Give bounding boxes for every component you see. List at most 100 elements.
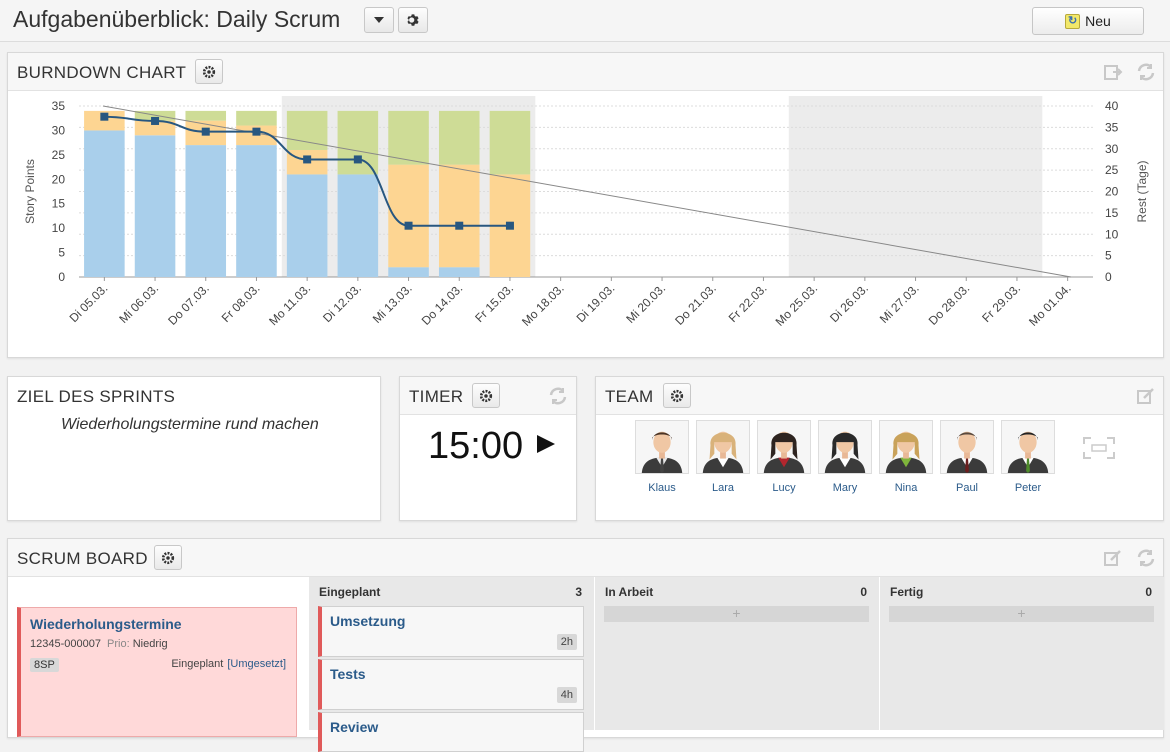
bar-segment (185, 110, 227, 121)
refresh-icon[interactable] (1136, 63, 1156, 81)
avatar[interactable] (940, 420, 994, 474)
add-task-button[interactable]: + (604, 606, 869, 622)
line-point (252, 127, 261, 136)
task-hours: 4h (556, 687, 577, 703)
task-card[interactable]: Umsetzung 2h (318, 606, 584, 657)
task-title[interactable]: Review (330, 719, 379, 735)
x-tick-label: Do 28.03. (926, 281, 973, 328)
x-tick-label: Mo 25.03. (773, 281, 821, 329)
timer-panel: TIMER 15:00 (399, 376, 577, 521)
page-title: Aufgabenüberblick: Daily Scrum (13, 6, 341, 32)
x-tick-label: Di 05.03. (67, 281, 111, 325)
bar-segment (134, 120, 176, 136)
bar-segment (286, 110, 328, 150)
task-hours: 2h (556, 634, 577, 650)
team-member[interactable]: Paul (940, 420, 994, 494)
y2-tick-label: 25 (1105, 163, 1119, 177)
new-button-label: Neu (1085, 13, 1111, 29)
team-member[interactable]: Mary (818, 420, 872, 494)
team-member-name[interactable]: Paul (955, 482, 979, 494)
y2-tick-label: 30 (1105, 142, 1119, 156)
story-prio-label: Prio: (107, 638, 130, 650)
avatar[interactable] (879, 420, 933, 474)
team-member-name[interactable]: Mary (832, 482, 858, 494)
column-fertig: Fertig 0 + (880, 577, 1164, 730)
x-tick-label: Mo 11.03. (266, 281, 313, 328)
edit-icon[interactable] (1136, 387, 1156, 405)
bar-segment (84, 130, 125, 277)
add-task-button[interactable]: + (889, 606, 1154, 622)
y2-tick-label: 5 (1105, 249, 1112, 263)
refresh-icon[interactable] (548, 387, 568, 405)
team-member[interactable]: Klaus (635, 420, 689, 494)
y-tick-label: 20 (52, 172, 66, 186)
bar-segment (438, 164, 480, 268)
burndown-header: BURNDOWN CHART (8, 53, 1163, 91)
team-member[interactable]: Nina (879, 420, 933, 494)
timer-settings-button[interactable] (472, 383, 500, 408)
column-header: Eingeplant 3 (309, 577, 594, 605)
top-bar: Aufgabenüberblick: Daily Scrum ↻ Neu (0, 0, 1170, 42)
play-icon[interactable] (537, 435, 555, 453)
column-count: 0 (860, 585, 867, 599)
column-in-arbeit: In Arbeit 0 + (595, 577, 879, 730)
task-card[interactable]: Tests 4h (318, 659, 584, 710)
x-tick-label: Mi 06.03. (116, 281, 161, 326)
board-settings-button[interactable] (154, 545, 182, 570)
edit-icon[interactable] (1103, 549, 1123, 567)
team-member[interactable]: Lara (696, 420, 750, 494)
dropdown-button[interactable] (364, 7, 394, 33)
refresh-icon[interactable] (1136, 549, 1156, 567)
team-member-name[interactable]: Lucy (772, 482, 796, 494)
team-member-name[interactable]: Klaus (648, 482, 676, 494)
new-icon: ↻ (1065, 13, 1081, 29)
export-icon[interactable] (1103, 63, 1123, 81)
burndown-settings-button[interactable] (195, 59, 223, 84)
x-tick-label: Do 14.03. (419, 281, 466, 328)
avatar[interactable] (696, 420, 750, 474)
team-member[interactable]: Lucy (757, 420, 811, 494)
line-point (151, 116, 160, 125)
story-card[interactable]: Wiederholungstermine 12345-000007 Prio: … (17, 607, 297, 737)
column-eingeplant: Eingeplant 3 Umsetzung 2h Tests 4h Revie… (309, 577, 594, 752)
bar-segment (337, 110, 379, 175)
x-tick-label: Mi 13.03. (370, 281, 415, 326)
team-member-name[interactable]: Peter (1014, 482, 1042, 494)
new-button[interactable]: ↻ Neu (1032, 7, 1144, 35)
bar-segment (134, 110, 176, 121)
avatar[interactable] (1001, 420, 1055, 474)
line-point (404, 221, 413, 230)
team-member-name[interactable]: Nina (894, 482, 918, 494)
task-title[interactable]: Tests (330, 666, 366, 682)
sprint-goal-title: ZIEL DES SPRINTS (17, 387, 176, 406)
timer-value: 15:00 (428, 425, 524, 467)
team-member[interactable]: Peter (1001, 420, 1055, 494)
team-header: TEAM (596, 377, 1163, 415)
avatar[interactable] (635, 420, 689, 474)
fullscreen-icon[interactable] (1083, 437, 1115, 459)
x-tick-label: Di 12.03. (320, 281, 364, 325)
task-title[interactable]: Umsetzung (330, 613, 406, 629)
x-tick-label: Mi 27.03. (877, 281, 922, 326)
settings-button[interactable] (398, 7, 428, 33)
story-prio: Niedrig (132, 638, 168, 650)
line-point (455, 221, 464, 230)
y2-tick-label: 40 (1105, 99, 1119, 113)
y-tick-label: 0 (58, 270, 65, 284)
column-count: 3 (575, 585, 582, 599)
sprint-goal-text: Wiederholungstermine rund machen (61, 416, 319, 433)
team-settings-button[interactable] (663, 383, 691, 408)
avatar[interactable] (757, 420, 811, 474)
burndown-panel: BURNDOWN CHART 0 5 10 15 20 25 30 35 40 0 5 10 15 20 2… (7, 52, 1164, 358)
y-tick-label: 15 (52, 197, 66, 211)
ideal-line (102, 105, 1072, 278)
x-tick-label: Do 07.03. (165, 281, 212, 328)
y2-tick-label: 20 (1105, 185, 1119, 199)
story-title[interactable]: Wiederholungstermine (30, 616, 182, 632)
bar-segment (337, 174, 379, 277)
task-card[interactable]: Review (318, 712, 584, 752)
team-member-name[interactable]: Lara (711, 482, 735, 494)
avatar[interactable] (818, 420, 872, 474)
y-tick-label: 25 (52, 148, 66, 162)
story-id: 12345-000007 Prio: Niedrig (30, 638, 168, 650)
